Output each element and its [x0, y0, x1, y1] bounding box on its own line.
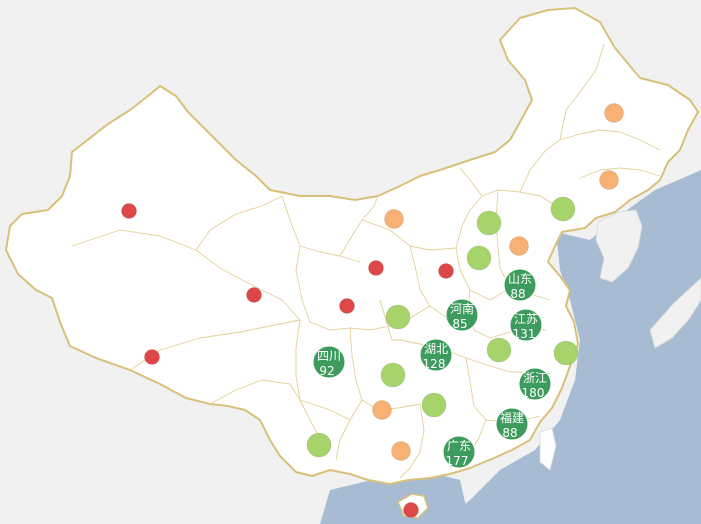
marker-circle[interactable]: [445, 298, 479, 332]
marker-circle[interactable]: [438, 263, 454, 279]
province-dot[interactable]: [121, 203, 137, 219]
marker-circle[interactable]: [486, 337, 512, 363]
province-value-label: 180: [522, 386, 545, 400]
province-dot[interactable]: [385, 304, 411, 330]
taiwan: [539, 427, 557, 471]
korea-peninsula: [595, 209, 643, 283]
marker-circle[interactable]: [509, 308, 543, 342]
province-value-label: 131: [513, 327, 536, 341]
province-dot[interactable]: [391, 441, 411, 461]
marker-circle[interactable]: [391, 441, 411, 461]
province-value-label: 128: [423, 357, 446, 371]
province-value-label: 177: [446, 454, 469, 468]
province-name-label: 广东: [447, 439, 471, 453]
marker-circle[interactable]: [503, 268, 537, 302]
south-sea: [320, 470, 470, 524]
china-outline: [5, 7, 699, 485]
province-dot[interactable]: [403, 502, 419, 518]
province-borders: [71, 43, 661, 479]
marker-circle[interactable]: [518, 367, 552, 401]
province-name-label: 山东: [508, 272, 532, 286]
province-name-label: 河南: [450, 301, 474, 316]
marker-circle[interactable]: [368, 260, 384, 276]
marker-circle[interactable]: [509, 236, 529, 256]
province-dot[interactable]: [599, 170, 619, 190]
neighbor-land: [539, 209, 701, 471]
marker-circle[interactable]: [419, 338, 453, 372]
province-value-label: 92: [319, 364, 334, 378]
marker-circle[interactable]: [553, 340, 579, 366]
province-value-label: 85: [452, 317, 467, 331]
marker-circle[interactable]: [121, 203, 137, 219]
marker-circle[interactable]: [403, 502, 419, 518]
marker-circle[interactable]: [380, 362, 406, 388]
east-sea: [440, 170, 701, 524]
province-dot[interactable]: [144, 349, 160, 365]
province-dot[interactable]: [372, 400, 392, 420]
province-dot[interactable]: [421, 392, 447, 418]
marker-circle[interactable]: [384, 209, 404, 229]
province-dot[interactable]: [553, 340, 579, 366]
marker-circle[interactable]: [495, 407, 529, 441]
marker-circle[interactable]: [442, 435, 476, 469]
marker-circle[interactable]: [421, 392, 447, 418]
province-name-label: 湖北: [424, 341, 448, 356]
marker-circle[interactable]: [312, 345, 346, 379]
province-name-label: 四川: [317, 349, 341, 363]
province-name-label: 江苏: [514, 312, 538, 326]
province-dot[interactable]: [246, 287, 262, 303]
marker-circle[interactable]: [550, 196, 576, 222]
province-dot[interactable]: [604, 103, 624, 123]
marker-circle[interactable]: [144, 349, 160, 365]
marker-circle[interactable]: [476, 210, 502, 236]
province-name-label: 浙江: [523, 371, 547, 385]
province-dot[interactable]: [384, 209, 404, 229]
province-dot[interactable]: [380, 362, 406, 388]
province-dot[interactable]: [368, 260, 384, 276]
marker-circle[interactable]: [306, 432, 332, 458]
province-dot[interactable]: [486, 337, 512, 363]
province-value-label: 88: [502, 426, 517, 440]
marker-circle[interactable]: [466, 245, 492, 271]
province-dot[interactable]: [466, 245, 492, 271]
province-dot[interactable]: [306, 432, 332, 458]
province-dot[interactable]: [438, 263, 454, 279]
japan-islands: [649, 277, 701, 349]
marker-circle[interactable]: [385, 304, 411, 330]
marker-circle[interactable]: [604, 103, 624, 123]
marker-circle[interactable]: [246, 287, 262, 303]
province-value-label: 88: [510, 287, 525, 301]
province-name-label: 福建: [500, 410, 524, 425]
province-dot[interactable]: [476, 210, 502, 236]
province-dot[interactable]: [550, 196, 576, 222]
province-dot[interactable]: [339, 298, 355, 314]
marker-circle[interactable]: [339, 298, 355, 314]
province-dot[interactable]: [509, 236, 529, 256]
marker-circle[interactable]: [372, 400, 392, 420]
marker-circle[interactable]: [599, 170, 619, 190]
